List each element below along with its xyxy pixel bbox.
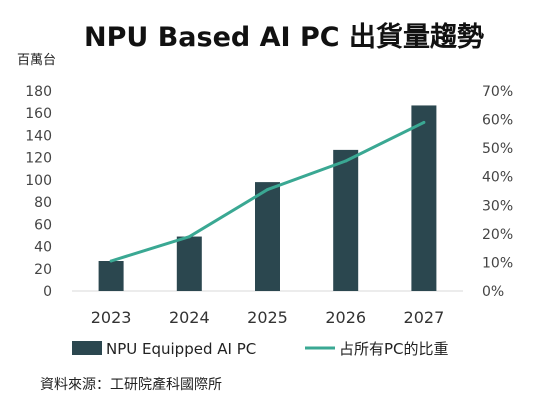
- legend-label-bar: NPU Equipped AI PC: [106, 340, 256, 358]
- y-left-tick-label: 80: [34, 195, 52, 211]
- x-tick-label: 2027: [404, 308, 445, 327]
- bar: [333, 149, 359, 291]
- y-right-tick-label: 20%: [482, 227, 513, 243]
- bar: [255, 182, 280, 291]
- bar: [411, 105, 437, 291]
- x-tick-label: 2023: [91, 308, 132, 327]
- y-left-tick-label: 20: [34, 262, 52, 278]
- y-right-tick-label: 10%: [482, 255, 513, 271]
- y-left-tick-label: 0: [43, 284, 52, 300]
- line-point: [266, 188, 269, 192]
- y-right-tick-label: 50%: [482, 141, 513, 157]
- line-point: [187, 235, 191, 239]
- y-right-tick-label: 0%: [482, 284, 504, 300]
- line-point: [109, 259, 113, 263]
- x-axis: 2023 2024 2025 2026 2027: [91, 308, 445, 327]
- chart-title: NPU Based AI PC 出貨量趨勢: [84, 21, 484, 53]
- y-left-axis: 0 20 40 60 80 100 120 140 160 180: [25, 84, 52, 300]
- source-note: 資料來源：工研院產科國際所: [40, 376, 222, 393]
- y-right-axis: 0% 10% 20% 30% 40% 50% 60% 70%: [482, 84, 513, 300]
- y-left-tick-label: 100: [25, 173, 52, 189]
- bar: [176, 236, 202, 291]
- y-right-tick-label: 70%: [482, 84, 513, 100]
- legend-swatch-bar: [72, 341, 102, 355]
- y-left-tick-label: 40: [34, 240, 52, 256]
- y-left-tick-label: 120: [25, 151, 52, 167]
- legend: NPU Equipped AI PC 占所有PC的比重: [72, 340, 449, 358]
- legend-label-line: 占所有PC的比重: [339, 340, 449, 358]
- bar: [98, 261, 124, 291]
- y-right-tick-label: 30%: [482, 198, 513, 214]
- y-left-unit: 百萬台: [17, 53, 56, 68]
- line-point: [344, 159, 348, 163]
- y-left-tick-label: 160: [25, 106, 52, 122]
- y-left-tick-label: 60: [34, 217, 52, 233]
- line-point: [422, 120, 426, 124]
- x-tick-label: 2026: [325, 308, 366, 327]
- line-series: [109, 120, 426, 263]
- y-left-tick-label: 180: [25, 84, 52, 100]
- x-tick-label: 2025: [247, 308, 288, 327]
- x-tick-label: 2024: [169, 308, 210, 327]
- bar-series: [98, 105, 437, 291]
- y-right-tick-label: 40%: [482, 170, 513, 186]
- y-right-tick-label: 60%: [482, 113, 513, 129]
- y-left-tick-label: 140: [25, 128, 52, 144]
